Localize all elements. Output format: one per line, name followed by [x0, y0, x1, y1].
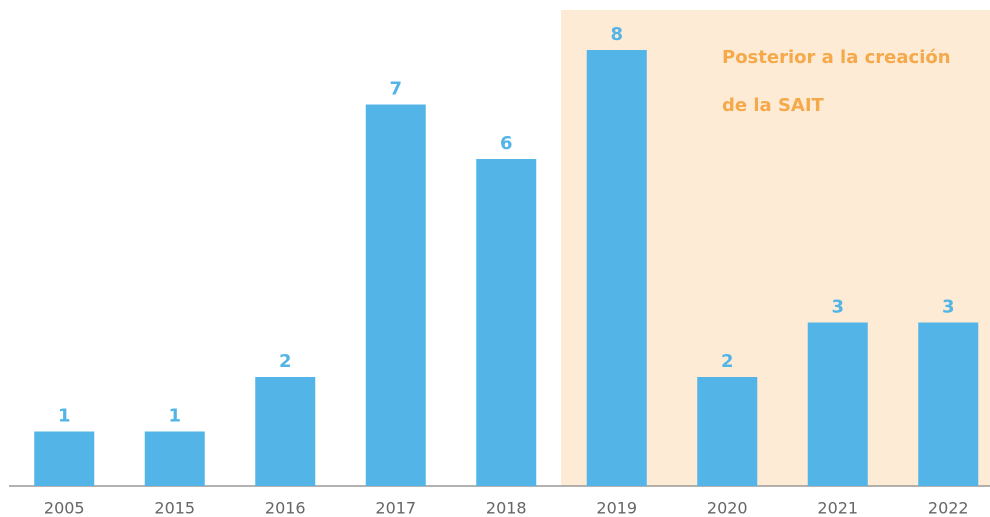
- value-label: 1: [58, 406, 71, 427]
- x-tick-label: 2020: [707, 499, 748, 517]
- x-tick-label: 2005: [44, 499, 85, 517]
- x-tick-label: 2021: [817, 499, 858, 517]
- value-label: 1: [168, 406, 181, 427]
- bar: [697, 377, 758, 486]
- bar: [144, 431, 205, 486]
- annotation: de la SAIT: [722, 95, 825, 116]
- bar: [918, 322, 979, 486]
- bar: [255, 377, 316, 486]
- x-tick-label: 2022: [928, 499, 969, 517]
- value-label: 8: [610, 24, 623, 45]
- bar: [365, 104, 426, 486]
- x-tick-label: 2016: [265, 499, 306, 517]
- annotation: Posterior a la creación: [722, 47, 951, 68]
- bar: [807, 322, 868, 486]
- value-label: 7: [389, 79, 402, 100]
- bar: [34, 431, 95, 486]
- bar: [586, 50, 647, 486]
- value-label: 3: [942, 297, 955, 318]
- value-label: 6: [500, 133, 513, 154]
- value-label: 2: [279, 351, 292, 372]
- x-tick-label: 2019: [596, 499, 637, 517]
- value-label: 3: [831, 297, 844, 318]
- value-label: 2: [721, 351, 734, 372]
- x-tick-label: 2018: [486, 499, 527, 517]
- x-tick-label: 2017: [375, 499, 416, 517]
- x-tick-label: 2015: [154, 499, 195, 517]
- bar: [476, 159, 537, 486]
